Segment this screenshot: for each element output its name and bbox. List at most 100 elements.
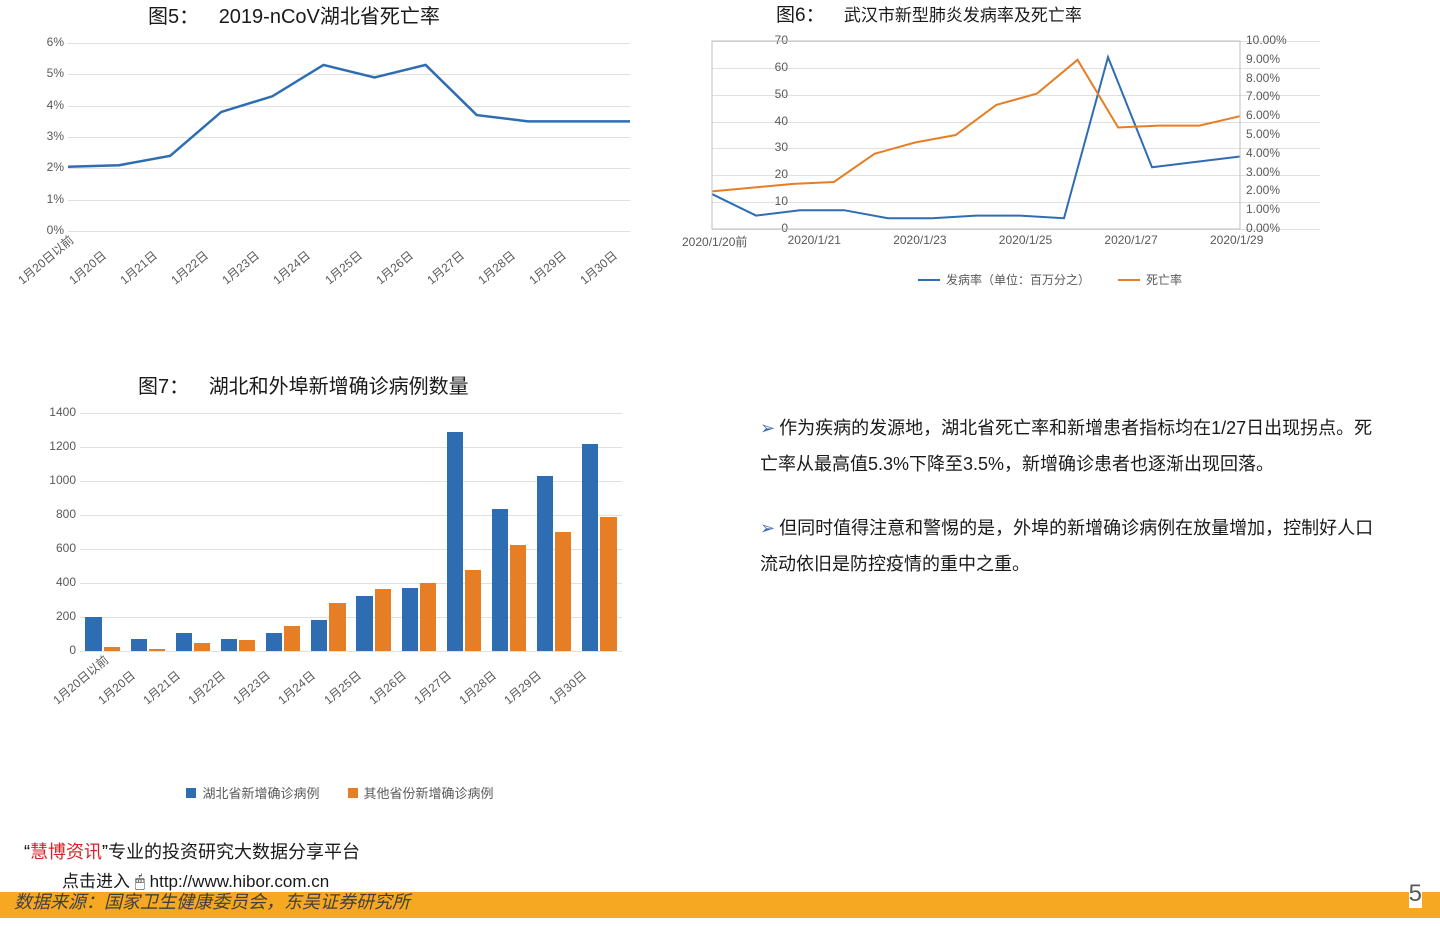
bullet-2: ➢但同时值得注意和警惕的是，外埠的新增确诊病例在放量增加，控制好人口流动依旧是防… <box>760 510 1380 582</box>
chart6-title-text: 武汉市新型肺炎发病率及死亡率 <box>844 6 1082 25</box>
bar-series2 <box>465 570 481 651</box>
bar-series2 <box>239 640 255 651</box>
y-tick-label: 0 <box>69 643 76 657</box>
x-tick-label: 2020/1/20前 <box>682 233 747 250</box>
chart7-legend-label-2: 其他省份新增确诊病例 <box>364 783 494 802</box>
x-tick-label: 1月28日 <box>474 247 519 288</box>
y-tick-label: 1200 <box>49 439 76 453</box>
bar-series2 <box>420 583 436 651</box>
x-tick-label: 1月28日 <box>455 667 500 708</box>
x-tick-label: 1月21日 <box>116 247 161 288</box>
bar-series1 <box>447 432 463 651</box>
x-tick-label: 2020/1/21 <box>788 233 841 247</box>
bar-series2 <box>149 649 165 651</box>
x-tick-label: 2020/1/27 <box>1104 233 1157 247</box>
x-tick-label: 2020/1/25 <box>999 233 1052 247</box>
chart5-title-text: 2019-nCoV湖北省死亡率 <box>219 6 440 28</box>
chart7-legend-label-1: 湖北省新增确诊病例 <box>202 783 319 802</box>
bullet-1: ➢作为疾病的发源地，湖北省死亡率和新增患者指标均在1/27日出现拐点。死亡率从最… <box>760 410 1380 482</box>
text-bullets: ➢作为疾病的发源地，湖北省死亡率和新增患者指标均在1/27日出现拐点。死亡率从最… <box>760 410 1380 610</box>
chart7-plot: 02004006008001000120014001月20日以前1月20日1月2… <box>30 405 630 721</box>
bar-series2 <box>194 643 210 651</box>
bar-series1 <box>266 633 282 651</box>
bar-series1 <box>537 476 553 651</box>
bar-series1 <box>131 639 147 651</box>
bar-series2 <box>104 647 120 651</box>
chart6-container: 图6： 武汉市新型肺炎发病率及死亡率 0102030405060700.00%1… <box>680 0 1420 288</box>
bar-series1 <box>492 509 508 651</box>
y-tick-label: 1000 <box>49 473 76 487</box>
promo-rest: 专业的投资研究大数据分享平台 <box>108 842 360 862</box>
y-tick-label: 1400 <box>49 405 76 419</box>
chart6-legend: 发病率（单位：百万分之） 死亡率 <box>680 271 1420 288</box>
x-tick-label: 1月20日 <box>65 247 110 288</box>
x-tick-label: 1月24日 <box>269 247 314 288</box>
bar-series2 <box>284 626 300 652</box>
y-tick-label: 400 <box>56 575 76 589</box>
y-tick-label: 600 <box>56 541 76 555</box>
bar-series1 <box>402 588 418 651</box>
x-tick-label: 2020/1/29 <box>1210 233 1263 247</box>
chart5-plot: 0%1%2%3%4%5%6%1月20日以前1月20日1月21日1月22日1月23… <box>30 35 640 301</box>
legend-swatch-blue <box>186 788 196 798</box>
chart7-legend: 湖北省新增确诊病例 其他省份新增确诊病例 <box>20 783 660 802</box>
x-tick-label: 1月29日 <box>525 247 570 288</box>
bullet-arrow-icon: ➢ <box>760 518 775 538</box>
chart6-legend-item-1: 发病率（单位：百万分之） <box>918 271 1090 288</box>
x-tick-label: 1月23日 <box>218 247 263 288</box>
x-tick-label: 1月21日 <box>139 667 184 708</box>
x-tick-label: 1月30日 <box>545 667 590 708</box>
promo-line-1: “慧博资讯”专业的投资研究大数据分享平台 <box>24 838 360 864</box>
legend-line-orange <box>1118 279 1140 281</box>
bar-series1 <box>85 617 101 651</box>
x-tick-label: 1月22日 <box>184 667 229 708</box>
x-tick-label: 1月27日 <box>423 247 468 288</box>
bar-series1 <box>356 596 372 651</box>
bar-series1 <box>311 620 327 651</box>
bar-series1 <box>582 444 598 651</box>
data-source-line: 数据来源：国家卫生健康委员会，东吴证券研究所 <box>14 888 410 914</box>
x-tick-label: 1月25日 <box>321 247 366 288</box>
x-tick-label: 1月24日 <box>274 667 319 708</box>
bar-series2 <box>329 603 345 651</box>
x-tick-label: 1月22日 <box>167 247 212 288</box>
bar-series2 <box>555 532 571 651</box>
bullet-2-text: 但同时值得注意和警惕的是，外埠的新增确诊病例在放量增加，控制好人口流动依旧是防控… <box>760 518 1373 574</box>
chart6-legend-label-1: 发病率（单位：百万分之） <box>946 271 1090 288</box>
x-tick-label: 1月23日 <box>229 667 274 708</box>
y-tick-label: 200 <box>56 609 76 623</box>
chart7-title-text: 湖北和外埠新增确诊病例数量 <box>209 376 469 398</box>
chart7-legend-item-2: 其他省份新增确诊病例 <box>348 783 494 802</box>
chart7-title-prefix: 图7： <box>138 376 189 398</box>
bar-series2 <box>600 517 616 651</box>
chart7-container: 图7： 湖北和外埠新增确诊病例数量 0 200 400 600 800 1000 1200 1… <box>20 370 660 802</box>
bullet-arrow-icon: ➢ <box>760 418 775 438</box>
report-page: 图5： 2019-nCoV湖北省死亡率 0%1%2%3%4%5%6%1月20日以… <box>0 0 1440 926</box>
chart6-legend-item-2: 死亡率 <box>1118 271 1182 288</box>
chart6-legend-label-2: 死亡率 <box>1146 271 1182 288</box>
chart6-plot: 0102030405060700.00%1.00%2.00%3.00%4.00%… <box>680 33 1380 263</box>
legend-swatch-orange <box>348 788 358 798</box>
chart6-title-prefix: 图6： <box>776 5 825 26</box>
chart7-legend-item-1: 湖北省新增确诊病例 <box>186 783 319 802</box>
x-tick-label: 1月30日 <box>576 247 621 288</box>
chart5-container: 图5： 2019-nCoV湖北省死亡率 0%1%2%3%4%5%6%1月20日以… <box>20 0 660 301</box>
x-tick-label: 1月27日 <box>410 667 455 708</box>
x-tick-label: 1月26日 <box>365 667 410 708</box>
bullet-1-text: 作为疾病的发源地，湖北省死亡率和新增患者指标均在1/27日出现拐点。死亡率从最高… <box>760 418 1372 474</box>
x-tick-label: 1月25日 <box>320 667 365 708</box>
bar-series1 <box>221 639 237 651</box>
chart6-title: 图6： 武汉市新型肺炎发病率及死亡率 <box>680 0 1420 27</box>
bar-series2 <box>510 545 526 651</box>
promo-brand: 慧博资讯 <box>30 842 102 862</box>
x-tick-label: 2020/1/23 <box>893 233 946 247</box>
legend-line-blue <box>918 279 940 281</box>
bar-series2 <box>375 589 391 651</box>
y-tick-label: 800 <box>56 507 76 521</box>
chart7-title: 图7： 湖北和外埠新增确诊病例数量 <box>20 370 660 399</box>
bar-series1 <box>176 633 192 651</box>
chart5-title-prefix: 图5： <box>148 6 199 28</box>
page-number: 5 <box>1409 880 1422 908</box>
x-tick-label: 1月26日 <box>372 247 417 288</box>
chart5-title: 图5： 2019-nCoV湖北省死亡率 <box>20 0 660 29</box>
